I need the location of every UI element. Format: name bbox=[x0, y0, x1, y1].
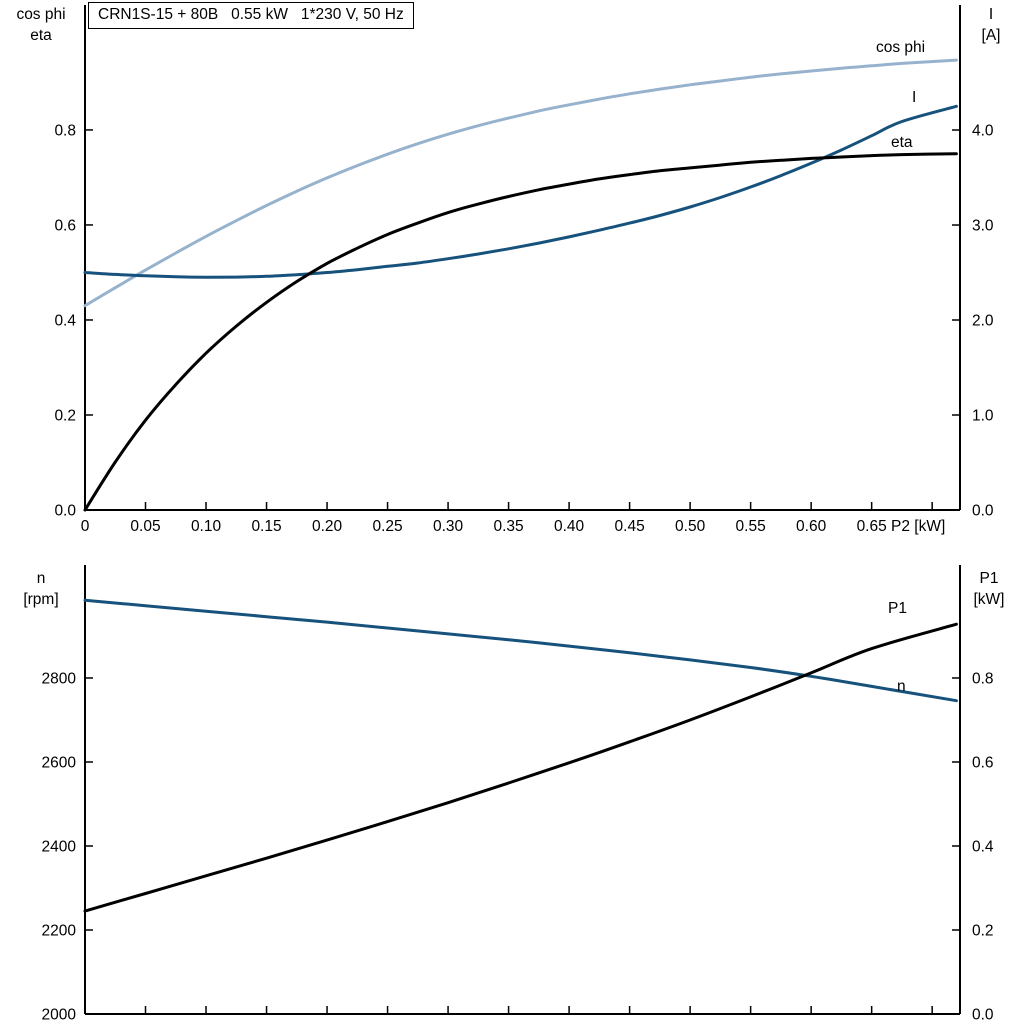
x-tick-label: 0.40 bbox=[554, 518, 585, 535]
x-tick-label: 0.30 bbox=[433, 518, 464, 535]
x-tick-label: 0.10 bbox=[191, 518, 222, 535]
y-right-tick-label: 0.8 bbox=[972, 670, 994, 687]
series-i bbox=[83, 104, 958, 279]
curve-label-cos-phi: cos phi bbox=[876, 39, 925, 56]
series-eta bbox=[83, 152, 958, 512]
y-right-tick-label: 0.2 bbox=[972, 922, 994, 939]
y-right-tick-label: 4.0 bbox=[972, 123, 994, 140]
series-cos-phi bbox=[83, 58, 958, 308]
y-left-tick-label: 0.2 bbox=[54, 407, 76, 424]
y-left-tick-label: 0.0 bbox=[54, 503, 76, 520]
axis-title-line: eta bbox=[30, 27, 52, 44]
y-left-tick-label: 2400 bbox=[42, 838, 77, 855]
axis-title-line: cos phi bbox=[16, 6, 66, 23]
series-n bbox=[83, 598, 958, 703]
y-right-tick-label: 0.6 bbox=[972, 754, 994, 771]
x-tick-label: 0.45 bbox=[615, 518, 645, 535]
y-left-tick-label: 0.8 bbox=[54, 122, 76, 139]
curve-label-p1: P1 bbox=[888, 600, 907, 617]
x-axis-unit-label: P2 [kW] bbox=[891, 518, 945, 535]
x-tick-label: 0.20 bbox=[312, 518, 343, 535]
bottom-left-axis-title: n [rpm] bbox=[2, 568, 80, 610]
y-right-tick-label: 1.0 bbox=[972, 408, 994, 425]
x-tick-label: 0.35 bbox=[493, 518, 523, 535]
axis-title-line: [kW] bbox=[973, 591, 1005, 608]
y-right-tick-label: 2.0 bbox=[972, 313, 994, 330]
y-left-tick-label: 0.6 bbox=[54, 217, 76, 234]
y-left-tick-label: 2200 bbox=[42, 922, 77, 939]
top-right-axis-title: I [A] bbox=[962, 4, 1020, 46]
chart-title-box: CRN1S-15 + 80B 0.55 kW 1*230 V, 50 Hz bbox=[88, 2, 414, 29]
y-left-tick-label: 0.4 bbox=[54, 312, 76, 329]
y-left-tick-label: 2600 bbox=[42, 754, 77, 771]
curve-label-n: n bbox=[897, 678, 906, 695]
x-tick-label: 0.25 bbox=[372, 518, 402, 535]
y-right-tick-label: 0.0 bbox=[972, 503, 994, 520]
chart-bottom: 2000 2200 2400 2600 2800 0.0 0.2 0.4 0.6 0.8 P1 n bbox=[42, 565, 994, 1024]
axis-title-line: [A] bbox=[981, 27, 1001, 44]
curve-label-eta: eta bbox=[891, 134, 913, 151]
x-tick-label: 0.60 bbox=[796, 518, 827, 535]
x-tick-label: 0.05 bbox=[130, 518, 160, 535]
x-tick-label: 0.15 bbox=[251, 518, 281, 535]
y-right-tick-label: 0.4 bbox=[972, 838, 994, 855]
y-left-tick-label: 2000 bbox=[42, 1007, 77, 1024]
x-tick-label: 0.50 bbox=[675, 518, 706, 535]
top-left-axis-title: cos phi eta bbox=[2, 4, 80, 46]
x-tick-label: 0 bbox=[81, 518, 90, 535]
series-p1 bbox=[83, 622, 958, 913]
chart-top: 0 0.05 0.10 0.15 0.20 0.25 0.30 0.35 0.40 0.45 0.5… bbox=[54, 5, 994, 535]
axis-title-line: n bbox=[36, 570, 46, 587]
y-right-tick-label: 0.0 bbox=[972, 1007, 994, 1024]
y-right-tick-label: 3.0 bbox=[972, 218, 994, 235]
axis-title-line: P1 bbox=[979, 570, 999, 587]
x-tick-label: 0.55 bbox=[736, 518, 766, 535]
axis-title-line: [rpm] bbox=[23, 591, 59, 608]
curve-label-i: I bbox=[912, 89, 916, 106]
y-left-tick-label: 2800 bbox=[42, 670, 77, 687]
axis-title-line: I bbox=[988, 6, 994, 23]
x-tick-label: 0.65 bbox=[857, 518, 887, 535]
bottom-right-axis-title: P1 [kW] bbox=[958, 568, 1020, 610]
